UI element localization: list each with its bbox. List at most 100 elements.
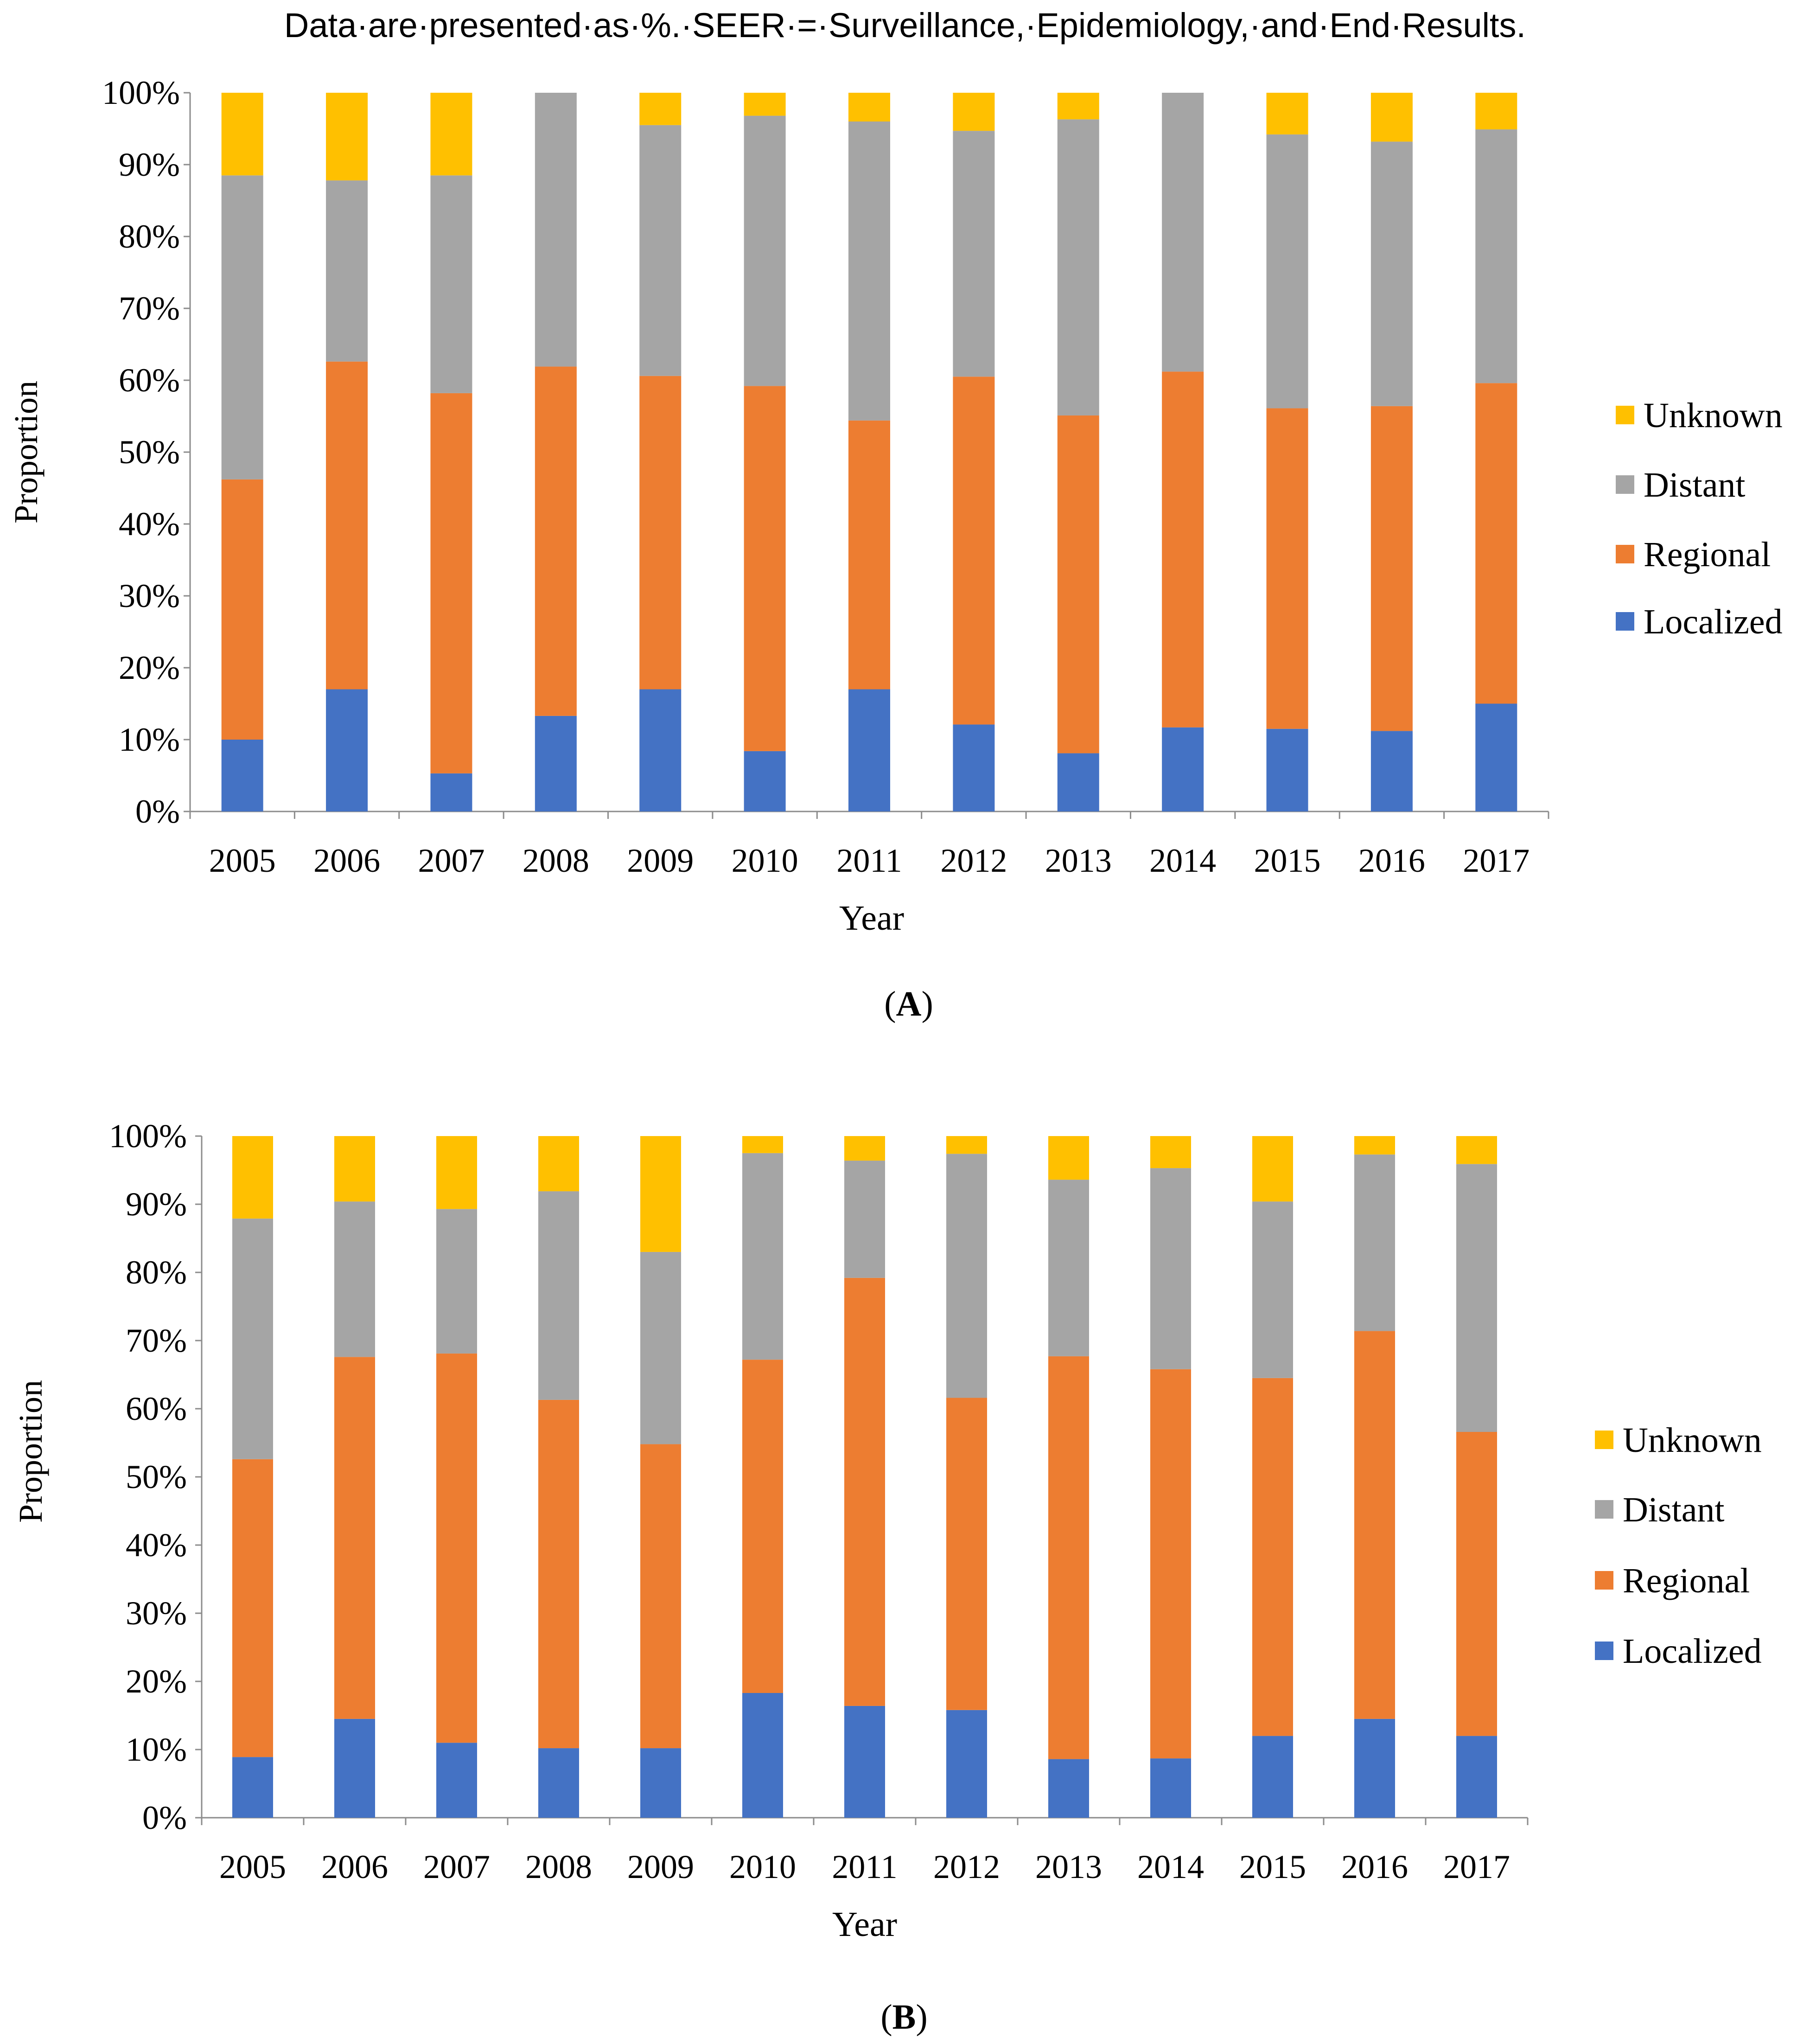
bar-b-2012-localized: [946, 1710, 987, 1818]
legend-swatch-b-distant: [1595, 1500, 1613, 1519]
x-tick-label-a: 2015: [1254, 842, 1321, 879]
y-tick-label-b: 50%: [126, 1458, 187, 1495]
bar-b-2017-localized: [1456, 1736, 1497, 1818]
bar-b-2005-unknown: [232, 1136, 273, 1219]
bar-b-2017-unknown: [1456, 1136, 1497, 1164]
bar-b-2010-localized: [742, 1693, 783, 1818]
bar-b-2009-unknown: [640, 1136, 681, 1252]
x-tick-label-b: 2010: [729, 1848, 796, 1885]
y-tick-label-b: 30%: [126, 1595, 187, 1632]
bar-a-2012-localized: [953, 724, 995, 811]
x-tick-label-a: 2005: [209, 842, 276, 879]
x-tick-label-b: 2007: [423, 1848, 490, 1885]
bar-a-2008-distant: [535, 93, 577, 367]
y-tick-label-a: 80%: [119, 218, 180, 255]
legend-label-a-regional: Regional: [1644, 535, 1771, 574]
bar-b-2016-unknown: [1354, 1136, 1395, 1155]
bar-a-2017-distant: [1475, 129, 1517, 383]
bar-a-2013-localized: [1057, 753, 1099, 811]
y-tick-label-a: 60%: [119, 362, 180, 399]
bar-b-2005-distant: [232, 1218, 273, 1459]
bar-b-2009-localized: [640, 1748, 681, 1818]
bar-a-2015-unknown: [1266, 93, 1308, 134]
legend-label-b-regional: Regional: [1623, 1561, 1750, 1600]
y-tick-label-a: 30%: [119, 577, 180, 614]
bar-b-2013-distant: [1048, 1180, 1089, 1356]
bar-b-2015-regional: [1252, 1378, 1293, 1736]
bar-b-2012-regional: [946, 1398, 987, 1710]
x-tick-label-a: 2010: [732, 842, 798, 879]
bar-a-2006-regional: [326, 361, 368, 690]
bar-b-2010-distant: [742, 1153, 783, 1360]
legend-label-a-unknown: Unknown: [1644, 396, 1783, 435]
bar-a-2012-regional: [953, 377, 995, 725]
bar-b-2011-localized: [844, 1705, 885, 1818]
bar-a-2013-distant: [1057, 119, 1099, 415]
bar-b-2016-regional: [1354, 1331, 1395, 1719]
bar-b-2016-localized: [1354, 1718, 1395, 1818]
x-tick-label-b: 2017: [1443, 1848, 1510, 1885]
x-tick-label-a: 2008: [523, 842, 589, 879]
legend-label-a-localized: Localized: [1644, 602, 1783, 641]
bar-b-2006-localized: [334, 1718, 375, 1818]
bar-b-2008-unknown: [538, 1136, 579, 1192]
bar-b-2008-regional: [538, 1399, 579, 1749]
bar-b-2006-regional: [334, 1357, 375, 1719]
bar-a-2012-unknown: [953, 93, 995, 131]
bar-b-2009-regional: [640, 1444, 681, 1749]
bar-a-2013-unknown: [1057, 93, 1099, 120]
bar-b-2005-localized: [232, 1757, 273, 1818]
bar-b-2006-distant: [334, 1201, 375, 1357]
bar-a-2013-regional: [1057, 415, 1099, 754]
bar-b-2016-distant: [1354, 1154, 1395, 1331]
bar-a-2006-distant: [326, 180, 368, 362]
bar-a-2016-distant: [1370, 141, 1413, 406]
x-tick-label-a: 2016: [1358, 842, 1425, 879]
bar-b-2014-localized: [1150, 1758, 1191, 1818]
bar-a-2014-localized: [1162, 727, 1204, 811]
y-tick-label-a: 100%: [102, 74, 180, 111]
x-tick-label-a: 2013: [1045, 842, 1112, 879]
bar-a-2007-localized: [430, 773, 472, 811]
x-axis-title-a: Year: [839, 899, 904, 938]
legend-swatch-a-regional: [1616, 545, 1634, 563]
bar-a-2012-distant: [953, 131, 995, 377]
bar-b-2012-distant: [946, 1154, 987, 1398]
x-tick-label-a: 2011: [836, 842, 902, 879]
bar-a-2007-regional: [430, 393, 472, 773]
x-tick-label-a: 2007: [418, 842, 484, 879]
bar-b-2011-distant: [844, 1160, 885, 1278]
y-tick-label-b: 20%: [126, 1663, 187, 1700]
plot-area-b: 0% 10% 20% 30% 40% 50% 60% 70% 80% 90% 100% 2005 200…: [109, 1118, 1762, 1885]
bar-a-2005-regional: [221, 479, 263, 740]
legend-label-a-distant: Distant: [1644, 466, 1746, 505]
bar-a-2005-distant: [221, 175, 263, 479]
bar-b-2014-unknown: [1150, 1136, 1191, 1169]
x-tick-label-a: 2014: [1149, 842, 1216, 879]
figure-caption: Data·are·presented·as·%.·SEER·=·Surveill…: [284, 6, 1526, 45]
bar-a-2016-localized: [1370, 731, 1413, 811]
x-tick-label-b: 2015: [1239, 1848, 1306, 1885]
y-tick-label-b: 60%: [126, 1390, 187, 1427]
y-tick-label-a: 0%: [135, 793, 180, 830]
bar-a-2015-distant: [1266, 134, 1308, 409]
legend-swatch-a-localized: [1616, 612, 1634, 631]
y-tick-label-b: 0%: [142, 1799, 187, 1836]
bar-b-2007-distant: [436, 1209, 477, 1354]
x-tick-label-b: 2005: [219, 1848, 286, 1885]
bar-a-2010-unknown: [744, 93, 786, 116]
panel-label-a: (A): [884, 984, 933, 1023]
bar-a-2009-regional: [639, 376, 682, 690]
bar-a-2009-distant: [639, 125, 682, 376]
legend-label-b-localized: Localized: [1623, 1632, 1762, 1671]
x-tick-label-a: 2012: [940, 842, 1007, 879]
bar-b-2010-regional: [742, 1360, 783, 1693]
bar-a-2009-unknown: [639, 93, 682, 125]
y-tick-label-b: 40%: [126, 1527, 187, 1564]
bar-a-2011-localized: [848, 689, 890, 811]
bar-b-2017-distant: [1456, 1164, 1497, 1432]
legend-swatch-b-unknown: [1595, 1431, 1613, 1449]
bar-b-2011-regional: [844, 1278, 885, 1706]
bar-b-2006-unknown: [334, 1136, 375, 1202]
